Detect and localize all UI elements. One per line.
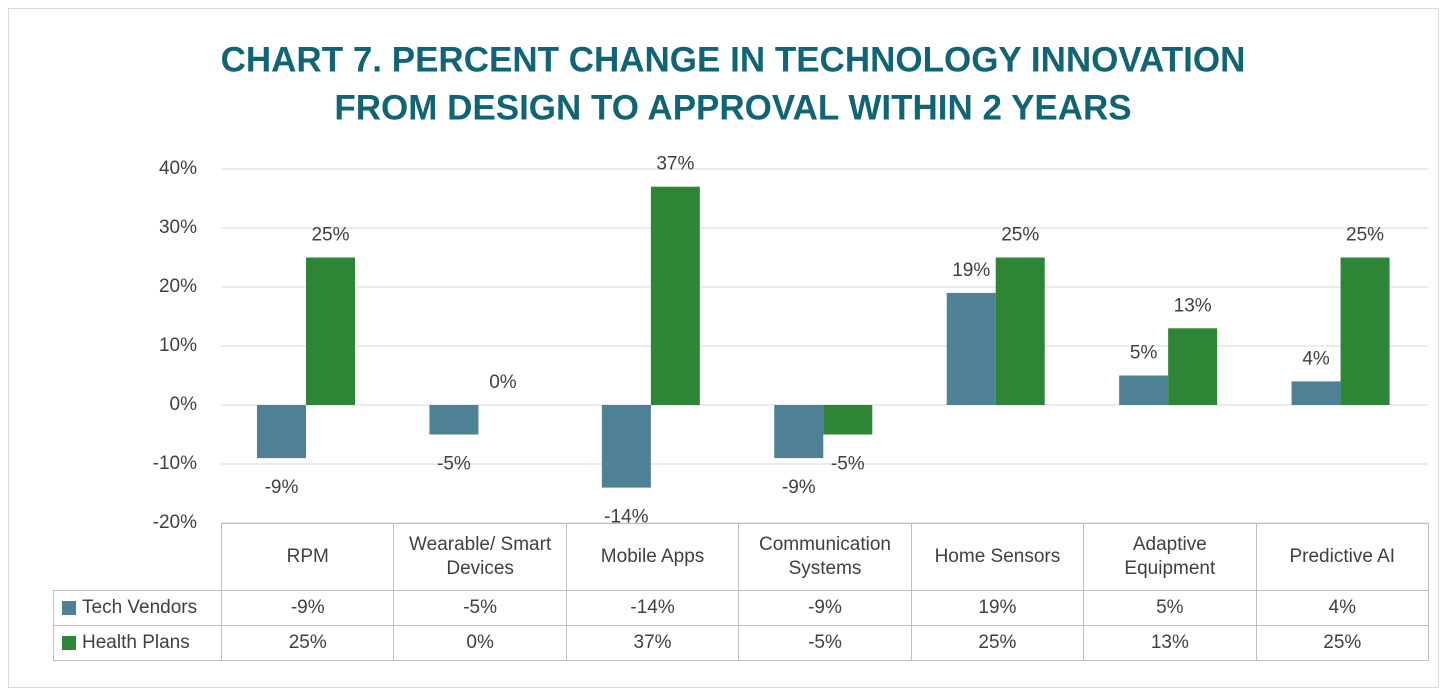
legend-key — [62, 636, 76, 650]
y-tick-label: 10% — [159, 335, 197, 356]
table-cell: 5% — [1083, 590, 1257, 626]
data-label: 25% — [1001, 225, 1039, 246]
bar — [946, 292, 996, 405]
chart-title: FROM DESIGN TO APPROVAL WITHIN 2 YEARS — [334, 88, 1131, 127]
table-cell: -5% — [738, 625, 912, 661]
y-tick-label: -10% — [153, 453, 197, 474]
bar — [1119, 375, 1169, 405]
table-header-cell: Predictive AI — [1255, 523, 1429, 591]
data-label: -5% — [437, 454, 471, 475]
table-cell: -5% — [393, 590, 567, 626]
bar — [601, 405, 651, 488]
data-label: 37% — [656, 154, 694, 175]
data-label: -9% — [782, 477, 816, 498]
chart: CHART 7. PERCENT CHANGE IN TECHNOLOGY IN… — [153, 40, 1428, 533]
y-tick-label: 20% — [159, 276, 197, 297]
bar — [823, 405, 873, 435]
bar — [1340, 257, 1390, 405]
data-label: 4% — [1302, 348, 1330, 369]
y-tick-label: 30% — [159, 217, 197, 238]
data-label: 0% — [489, 372, 517, 393]
table-header-cell: Adaptive Equipment — [1083, 523, 1257, 591]
bar — [650, 186, 700, 405]
table-header-cell: Home Sensors — [910, 523, 1085, 591]
data-label: -5% — [831, 454, 865, 475]
bar — [1291, 381, 1341, 405]
legend-label: Tech Vendors — [82, 597, 198, 619]
data-label: 13% — [1174, 295, 1212, 316]
chart-title: CHART 7. PERCENT CHANGE IN TECHNOLOGY IN… — [221, 40, 1246, 79]
table-header-cell: Communication Systems — [738, 523, 912, 591]
data-label: -14% — [604, 507, 648, 528]
table-cell: 25% — [1255, 625, 1429, 661]
bar — [1168, 328, 1218, 405]
bar — [429, 405, 479, 435]
bar — [774, 405, 824, 459]
data-label: -9% — [265, 477, 299, 498]
data-label: 25% — [311, 225, 349, 246]
table-header-cell: Mobile Apps — [565, 523, 740, 591]
bar — [995, 257, 1045, 405]
table-cell: 0% — [393, 625, 567, 661]
data-label: 5% — [1130, 343, 1158, 364]
data-label: 25% — [1346, 225, 1384, 246]
y-tick-label: -20% — [153, 512, 197, 533]
table-cell: 37% — [565, 625, 740, 661]
table-cell: 25% — [910, 625, 1085, 661]
table-cell: -9% — [738, 590, 912, 626]
table-header-cell: Wearable/ Smart Devices — [393, 523, 567, 591]
legend-key — [62, 601, 76, 615]
legend-label: Health Plans — [82, 632, 190, 654]
table-cell: -9% — [221, 590, 395, 626]
table-cell: 4% — [1255, 590, 1429, 626]
table-header-cell: RPM — [221, 523, 395, 591]
table-cell: 13% — [1083, 625, 1257, 661]
bar — [257, 405, 306, 459]
y-tick-label: 0% — [170, 394, 198, 415]
data-label: 19% — [952, 260, 990, 281]
bar — [306, 257, 355, 405]
legend-cell: Health Plans — [53, 625, 222, 661]
table-cell: 25% — [221, 625, 395, 661]
y-tick-label: 40% — [159, 158, 197, 179]
page: {"chart_data": { "type": "bar", "title":… — [8, 8, 1439, 688]
table-cell: -14% — [565, 590, 740, 626]
table-cell: 19% — [910, 590, 1085, 626]
legend-cell: Tech Vendors — [53, 590, 222, 626]
